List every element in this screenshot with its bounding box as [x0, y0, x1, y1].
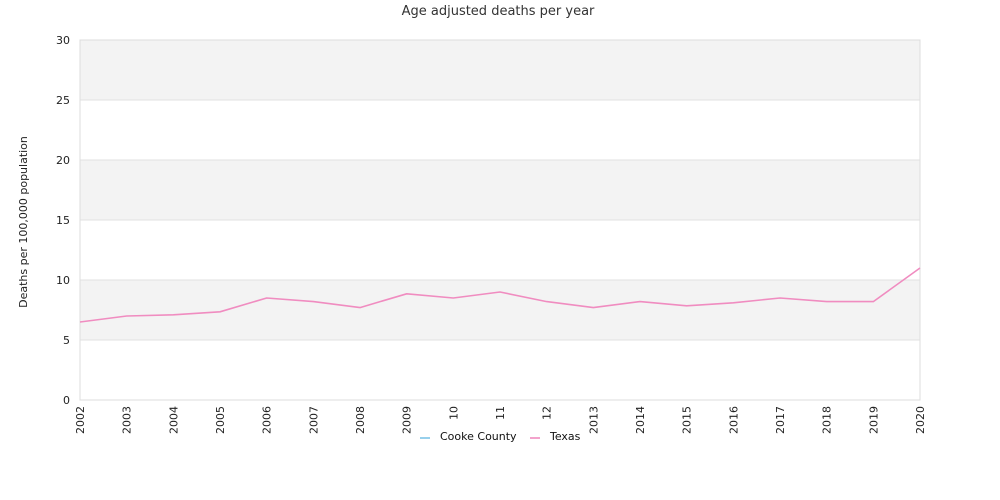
series-layer — [79, 267, 921, 323]
y-tick-label: 15 — [56, 214, 70, 227]
legend-item-cooke-county[interactable]: Cooke County — [420, 430, 517, 443]
y-axis-label: Deaths per 100,000 population — [17, 136, 30, 308]
x-tick-label: 2009 — [401, 406, 414, 434]
legend-label: Cooke County — [440, 430, 517, 443]
x-tick-label: 2017 — [774, 406, 787, 434]
x-tick-label: 2016 — [727, 406, 740, 434]
grid-band — [80, 280, 920, 340]
plot-frame — [79, 39, 921, 401]
x-tick-label: 2006 — [261, 406, 274, 434]
x-tick-label: 2018 — [821, 406, 834, 434]
x-tick-label: 2020 — [914, 406, 927, 434]
x-tick-label: 2003 — [121, 406, 134, 434]
x-tick-label: 2005 — [214, 406, 227, 434]
y-tick-label: 20 — [56, 154, 70, 167]
y-tick-label: 0 — [63, 394, 70, 407]
x-tick-label: 2013 — [587, 406, 600, 434]
legend-label: Texas — [549, 430, 581, 443]
x-tick-label: 12 — [541, 406, 554, 420]
legend-item-texas[interactable]: Texas — [530, 430, 581, 443]
y-tick-labels: 0 5 10 15 20 25 30 — [56, 34, 70, 407]
x-tick-label: 2004 — [167, 406, 180, 434]
legend: Cooke County Texas — [420, 430, 581, 443]
y-tick-label: 30 — [56, 34, 70, 47]
x-tick-label: 2014 — [634, 406, 647, 434]
series-line-texas — [79, 267, 921, 323]
x-tick-label: 2019 — [867, 406, 880, 434]
x-tick-label: 11 — [494, 406, 507, 420]
plot-bands — [80, 40, 920, 340]
grid-band — [80, 40, 920, 100]
y-tick-label: 25 — [56, 94, 70, 107]
x-tick-label: 2008 — [354, 406, 367, 434]
x-tick-labels: 2002 2003 2004 2005 2006 2007 2008 2009 10 11 12 20… — [74, 406, 927, 434]
x-tick-label: 2007 — [307, 406, 320, 434]
x-tick-label: 2002 — [74, 406, 87, 434]
chart-title: Age adjusted deaths per year — [402, 4, 595, 19]
x-tick-label: 10 — [447, 406, 460, 420]
y-tick-label: 10 — [56, 274, 70, 287]
grid-band — [80, 160, 920, 220]
x-tick-label: 2015 — [681, 406, 694, 434]
y-tick-label: 5 — [63, 334, 70, 347]
